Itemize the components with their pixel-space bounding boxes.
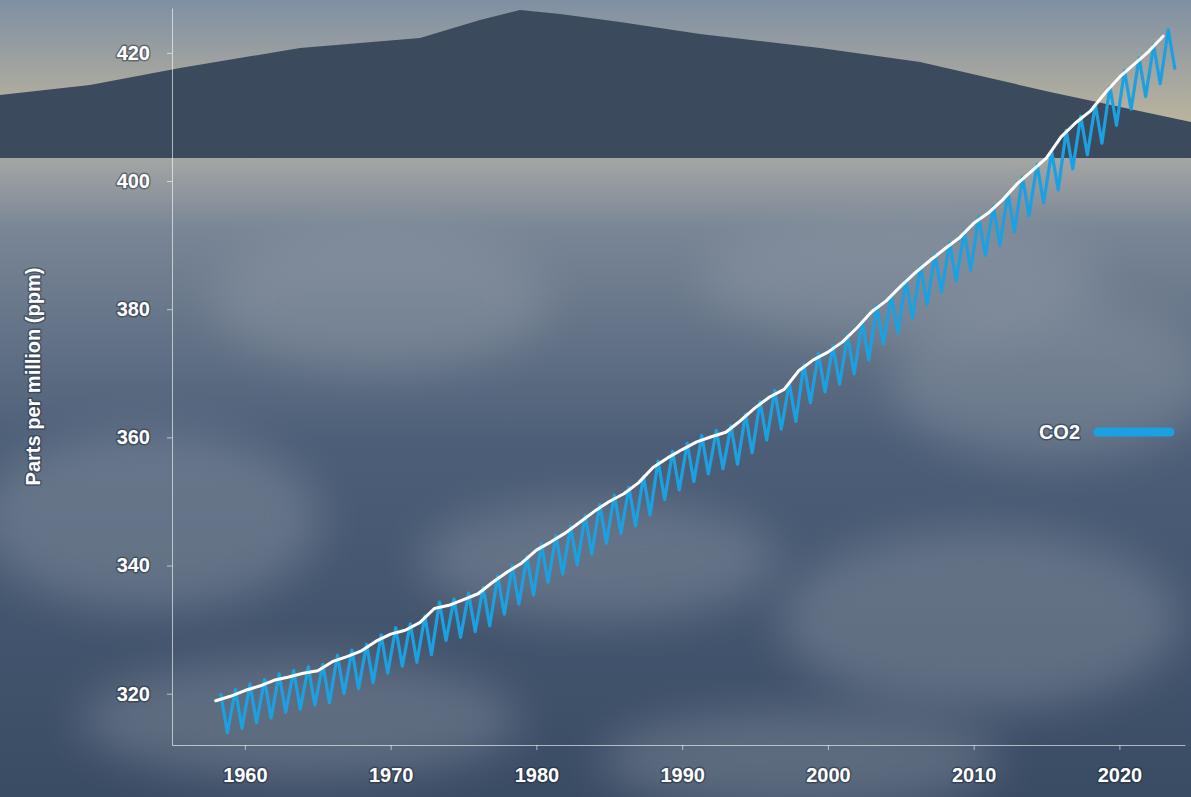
x-tick-mark (536, 745, 537, 750)
y-tick-label: 400 (117, 170, 150, 192)
y-axis-line (172, 9, 173, 746)
mountain (0, 10, 1191, 158)
background (0, 0, 1191, 797)
plot-area (216, 30, 1175, 733)
y-tick: 340 (117, 554, 172, 576)
x-tick-label: 1970 (369, 764, 414, 786)
cloud (780, 530, 1180, 710)
y-tick-label: 320 (117, 683, 150, 705)
series-line (216, 36, 1163, 701)
x-tick-mark (974, 745, 975, 750)
sky (0, 0, 1191, 160)
legend-swatch (1098, 428, 1170, 437)
y-axis: 320 340 360 380 400 420 (117, 9, 173, 746)
y-tick: 360 (117, 426, 172, 448)
x-tick-mark (245, 745, 246, 750)
series-line (221, 30, 1175, 733)
y-tick-label: 340 (117, 554, 150, 576)
x-tick: 2000 (806, 745, 851, 786)
x-tick: 1990 (660, 745, 705, 786)
y-tick: 400 (117, 170, 172, 192)
y-tick-mark (167, 566, 172, 567)
x-tick-label: 1980 (515, 764, 560, 786)
x-tick-label: 2000 (806, 764, 851, 786)
x-axis: 1960 1970 1980 1990 2000 2010 2020 (173, 745, 1186, 786)
x-tick: 2010 (952, 745, 997, 786)
x-tick-label: 1990 (660, 764, 705, 786)
x-tick-label: 2020 (1098, 764, 1143, 786)
y-tick-mark (167, 53, 172, 54)
x-tick: 2020 (1098, 745, 1143, 786)
y-tick-mark (167, 694, 172, 695)
cloud (80, 660, 520, 780)
y-tick-mark (167, 437, 172, 438)
y-tick-mark (167, 309, 172, 310)
x-tick: 1970 (369, 745, 414, 786)
cloud (420, 500, 780, 620)
x-tick-mark (828, 745, 829, 750)
chart-svg: 1960 1970 1980 1990 2000 2010 2020 320 340 360 380… (0, 0, 1191, 797)
x-tick-mark (1119, 745, 1120, 750)
x-axis-line (173, 745, 1186, 746)
x-tick: 1980 (515, 745, 560, 786)
chart-root: 1960 1970 1980 1990 2000 2010 2020 320 340 360 380… (0, 0, 1191, 797)
cloud (0, 430, 320, 610)
y-tick-mark (167, 181, 172, 182)
legend: CO2 (1039, 421, 1170, 443)
y-tick: 320 (117, 683, 172, 705)
legend-label: CO2 (1039, 421, 1080, 443)
x-tick-mark (391, 745, 392, 750)
x-tick-label: 1960 (223, 764, 267, 786)
y-tick: 420 (117, 42, 172, 64)
y-tick-label: 380 (117, 298, 150, 320)
x-tick-label: 2010 (952, 764, 997, 786)
y-tick-label: 420 (117, 42, 150, 64)
x-tick-mark (682, 745, 683, 750)
y-axis-title: Parts per million (ppm) (22, 268, 44, 486)
cloud (210, 230, 550, 370)
y-tick-label: 360 (117, 426, 150, 448)
y-tick: 380 (117, 298, 172, 320)
cloud (890, 300, 1191, 460)
cloud (600, 710, 1000, 797)
x-tick: 1960 (223, 745, 267, 786)
